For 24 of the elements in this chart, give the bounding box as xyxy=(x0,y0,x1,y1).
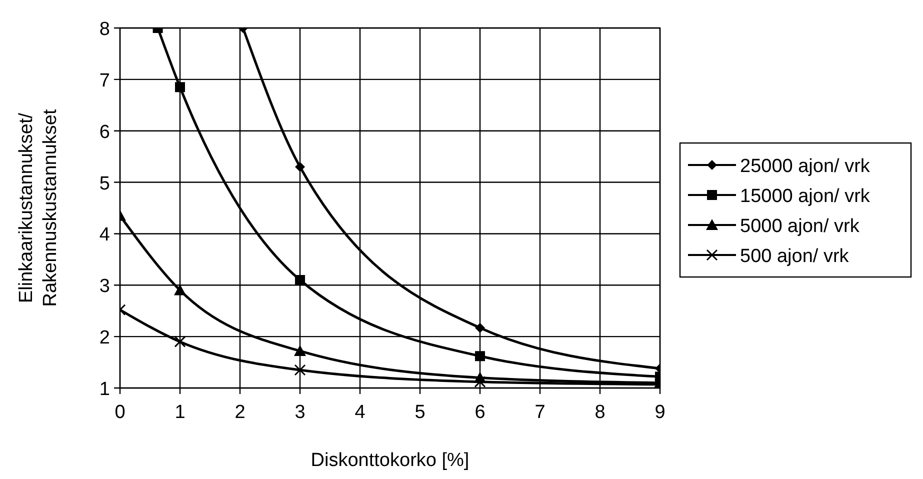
x-tick-label: 7 xyxy=(534,402,546,423)
x-tick-label: 5 xyxy=(414,402,426,423)
legend-label: 25000 ajon/ vrk xyxy=(740,156,870,177)
y-tick-label: 1 xyxy=(99,379,110,400)
x-tick-label: 0 xyxy=(114,402,126,423)
y-tick-label: 6 xyxy=(99,122,110,143)
x-axis-title: Diskonttokorko [%] xyxy=(310,450,470,471)
legend-label: 5000 ajon/ vrk xyxy=(740,216,860,237)
y-tick-label: 8 xyxy=(99,19,110,40)
x-tick-label: 2 xyxy=(234,402,246,423)
x-tick-label: 4 xyxy=(354,402,366,423)
x-tick-label: 1 xyxy=(174,402,186,423)
y-tick-label: 4 xyxy=(99,224,110,246)
x-tick-label: 3 xyxy=(294,402,306,423)
x-tick-label: 9 xyxy=(654,402,666,423)
y-tick-label: 7 xyxy=(99,70,110,92)
y-tick-label: 2 xyxy=(99,328,110,349)
x-tick-label: 6 xyxy=(474,402,486,423)
legend-label: 500 ajon/ vrk xyxy=(740,246,850,267)
x-tick-label: 8 xyxy=(594,402,606,423)
y-axis-title: Elinkaarikustannukset/ Rakennuskustannukset xyxy=(16,108,61,307)
legend-label: 15000 ajon/ vrk xyxy=(740,186,870,207)
y-tick-label: 5 xyxy=(99,173,110,194)
y-tick-label: 3 xyxy=(99,276,110,298)
